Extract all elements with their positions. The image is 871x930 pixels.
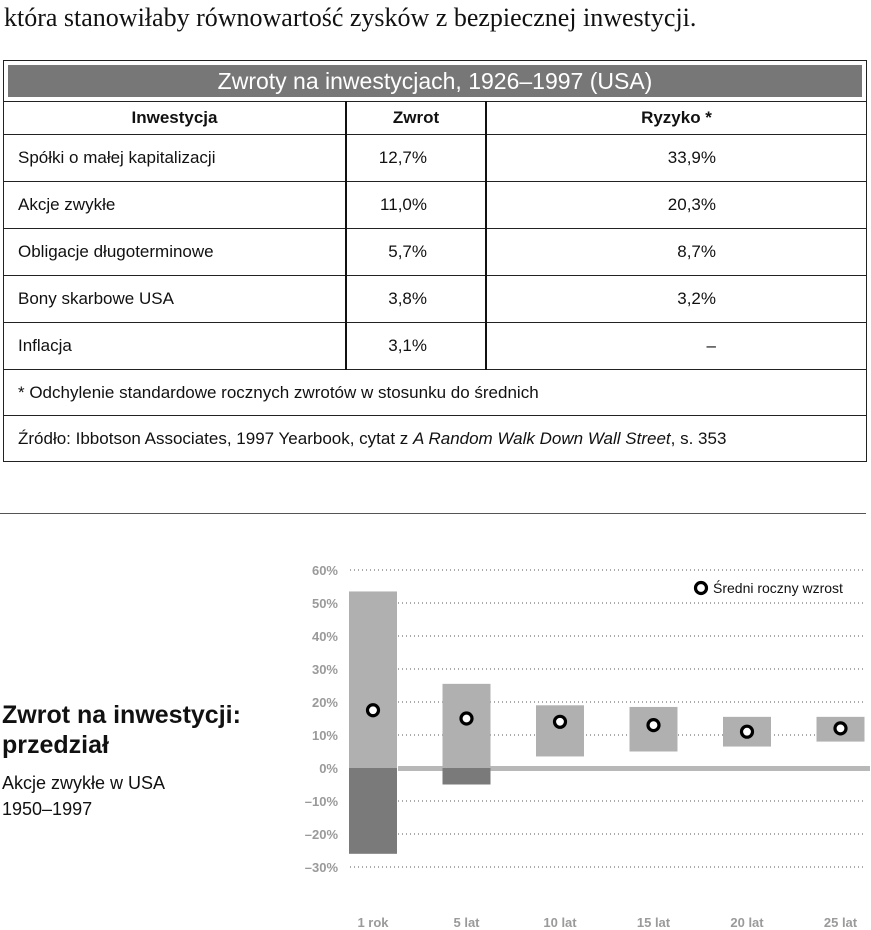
range-bar-negative — [349, 768, 397, 854]
table-row: Obligacje długoterminowe 5,7% 8,7% — [3, 228, 867, 276]
y-tick-label: 60% — [312, 563, 338, 578]
legend-marker-icon — [693, 580, 709, 596]
range-bar-negative — [442, 768, 491, 785]
x-tick-label: 1 rok — [357, 915, 389, 930]
cell-return: 3,8% — [345, 275, 487, 323]
cell-risk: 33,9% — [485, 134, 867, 182]
x-tick-label: 15 lat — [637, 915, 671, 930]
cell-risk: – — [485, 322, 867, 370]
table-row: Bony skarbowe USA 3,8% 3,2% — [3, 275, 867, 323]
cell-investment: Obligacje długoterminowe — [3, 228, 347, 276]
table-row: Akcje zwykłe 11,0% 20,3% — [3, 181, 867, 229]
table-footnote: * Odchylenie standardowe rocznych zwrotó… — [3, 369, 867, 416]
intro-text: która stanowiłaby równowartość zysków z … — [4, 3, 697, 32]
y-tick-label: –30% — [305, 860, 339, 875]
table-source: Źródło: Ibbotson Associates, 1997 Yearbo… — [3, 415, 867, 462]
range-bar-positive — [442, 683, 491, 768]
y-tick-label: 40% — [312, 629, 338, 644]
y-tick-label: 0% — [319, 761, 338, 776]
chart-side-title-line1: Zwrot na inwestycji: — [2, 701, 241, 729]
range-bar-positive — [349, 591, 397, 768]
y-tick-label: 10% — [312, 728, 338, 743]
x-tick-label: 5 lat — [453, 915, 480, 930]
cell-investment: Akcje zwykłe — [3, 181, 347, 229]
header-investment: Inwestycja — [3, 101, 347, 135]
returns-range-chart: 60% 50% 40% 30% 20% 10% 0% –10% –20% –30% 1 rok 5 l… — [305, 563, 870, 930]
zero-baseline — [398, 766, 870, 771]
cell-risk: 3,2% — [485, 275, 867, 323]
mean-marker — [646, 718, 661, 733]
y-tick-label: –20% — [305, 827, 339, 842]
cell-return: 5,7% — [345, 228, 487, 276]
legend-label: Średni roczny wzrost — [713, 579, 843, 596]
chart-side-title: Zwrot na inwestycji: przedział — [2, 700, 292, 760]
cell-risk: 20,3% — [485, 181, 867, 229]
table-row: Spółki o małej kapitalizacji 12,7% 33,9% — [3, 134, 867, 182]
header-return: Zwrot — [345, 101, 487, 135]
source-prefix: Źródło: Ibbotson Associates, 1997 Yearbo… — [18, 428, 414, 448]
cell-return: 3,1% — [345, 322, 487, 370]
mean-marker — [365, 703, 381, 718]
section-divider — [0, 513, 866, 514]
cell-risk: 8,7% — [485, 228, 867, 276]
source-book-title: A Random Walk Down Wall Street — [413, 428, 671, 448]
cell-return: 12,7% — [345, 134, 487, 182]
cell-return: 11,0% — [345, 181, 487, 229]
cell-investment: Spółki o małej kapitalizacji — [3, 134, 347, 182]
mean-marker — [833, 721, 848, 736]
mean-marker — [459, 711, 474, 726]
cell-investment: Bony skarbowe USA — [3, 275, 347, 323]
header-risk: Ryzyko * — [485, 101, 867, 135]
table-title: Zwroty na inwestycjach, 1926–1997 (USA) — [8, 65, 862, 97]
returns-table: Zwroty na inwestycjach, 1926–1997 (USA) … — [3, 60, 867, 462]
y-tick-label: –10% — [305, 794, 339, 809]
table-title-cell: Zwroty na inwestycjach, 1926–1997 (USA) — [3, 60, 867, 102]
table-row: Inflacja 3,1% – — [3, 322, 867, 370]
source-suffix: , s. 353 — [670, 428, 727, 448]
chart-side-subtitle: Akcje zwykłe w USA 1950–1997 — [2, 770, 292, 822]
y-tick-label: 20% — [312, 695, 338, 710]
x-tick-label: 20 lat — [730, 915, 764, 930]
legend-background — [685, 576, 860, 600]
mean-marker — [739, 724, 755, 739]
chart-side-subtitle-line2: 1950–1997 — [2, 799, 93, 819]
range-bar-positive — [536, 705, 584, 757]
y-tick-label: 30% — [312, 662, 338, 677]
y-tick-label: 50% — [312, 596, 338, 611]
chart-side-subtitle-line1: Akcje zwykłe w USA — [2, 773, 166, 793]
cell-investment: Inflacja — [3, 322, 347, 370]
mean-marker — [552, 714, 568, 729]
x-tick-label: 10 lat — [543, 915, 577, 930]
chart-side-title-line2: przedział — [2, 731, 109, 759]
x-tick-label: 25 lat — [824, 915, 858, 930]
